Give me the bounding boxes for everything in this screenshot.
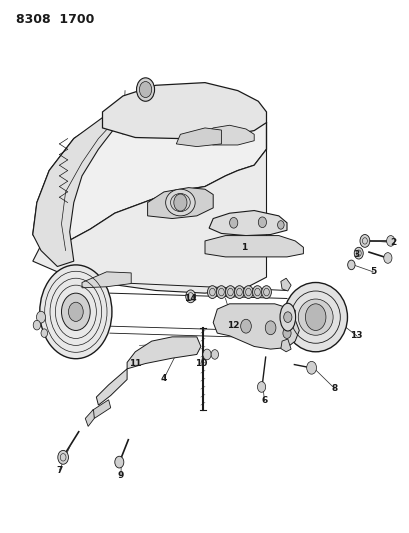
Circle shape — [136, 78, 154, 101]
Polygon shape — [85, 409, 94, 426]
Polygon shape — [102, 83, 266, 139]
Circle shape — [185, 290, 195, 303]
Circle shape — [139, 82, 151, 98]
Text: 3: 3 — [353, 251, 359, 259]
Polygon shape — [92, 400, 110, 418]
Polygon shape — [213, 304, 299, 349]
Ellipse shape — [170, 193, 190, 212]
Text: 14: 14 — [184, 294, 196, 303]
Text: 7: 7 — [56, 466, 63, 474]
Polygon shape — [209, 211, 286, 236]
Text: 9: 9 — [117, 471, 124, 480]
Circle shape — [258, 217, 266, 228]
Circle shape — [173, 194, 187, 211]
Circle shape — [265, 321, 275, 335]
Circle shape — [243, 286, 253, 298]
Circle shape — [306, 361, 316, 374]
Text: 8: 8 — [330, 384, 337, 392]
Circle shape — [40, 265, 112, 359]
Ellipse shape — [279, 303, 295, 331]
Text: 1: 1 — [240, 244, 247, 252]
Ellipse shape — [283, 282, 347, 352]
Polygon shape — [82, 272, 131, 288]
Text: 10: 10 — [194, 359, 207, 368]
Circle shape — [240, 319, 251, 333]
Text: 11: 11 — [129, 359, 141, 368]
Circle shape — [115, 456, 124, 468]
Circle shape — [234, 286, 244, 298]
Circle shape — [305, 304, 325, 330]
Circle shape — [359, 235, 369, 247]
Text: 2: 2 — [389, 238, 396, 247]
Circle shape — [58, 450, 68, 464]
Text: 5: 5 — [369, 268, 375, 276]
Ellipse shape — [165, 189, 195, 216]
Circle shape — [36, 311, 45, 323]
Polygon shape — [200, 125, 254, 145]
Circle shape — [68, 302, 83, 321]
Polygon shape — [33, 91, 266, 245]
Text: 12: 12 — [227, 321, 239, 329]
Polygon shape — [176, 128, 221, 147]
Text: 4: 4 — [160, 374, 167, 383]
Circle shape — [261, 286, 271, 298]
Circle shape — [207, 286, 217, 298]
Circle shape — [282, 328, 290, 338]
Circle shape — [211, 350, 218, 359]
Circle shape — [353, 247, 362, 259]
Ellipse shape — [298, 299, 333, 335]
Circle shape — [383, 253, 391, 263]
Circle shape — [202, 349, 211, 360]
Circle shape — [216, 286, 226, 298]
Polygon shape — [280, 339, 290, 352]
Circle shape — [347, 260, 354, 270]
Circle shape — [229, 217, 237, 228]
Polygon shape — [33, 112, 123, 266]
Circle shape — [283, 312, 291, 322]
Circle shape — [225, 286, 235, 298]
Circle shape — [41, 329, 47, 337]
Polygon shape — [280, 278, 290, 291]
Circle shape — [33, 320, 40, 330]
Text: 6: 6 — [261, 397, 267, 405]
Circle shape — [252, 286, 262, 298]
Circle shape — [386, 236, 394, 246]
Circle shape — [61, 293, 90, 330]
Polygon shape — [127, 337, 200, 369]
Circle shape — [257, 382, 265, 392]
Polygon shape — [147, 188, 213, 219]
Text: 8308  1700: 8308 1700 — [16, 13, 94, 26]
Polygon shape — [96, 369, 127, 405]
Circle shape — [277, 221, 283, 229]
Polygon shape — [204, 236, 303, 257]
Polygon shape — [33, 149, 266, 293]
Text: 13: 13 — [350, 332, 362, 340]
